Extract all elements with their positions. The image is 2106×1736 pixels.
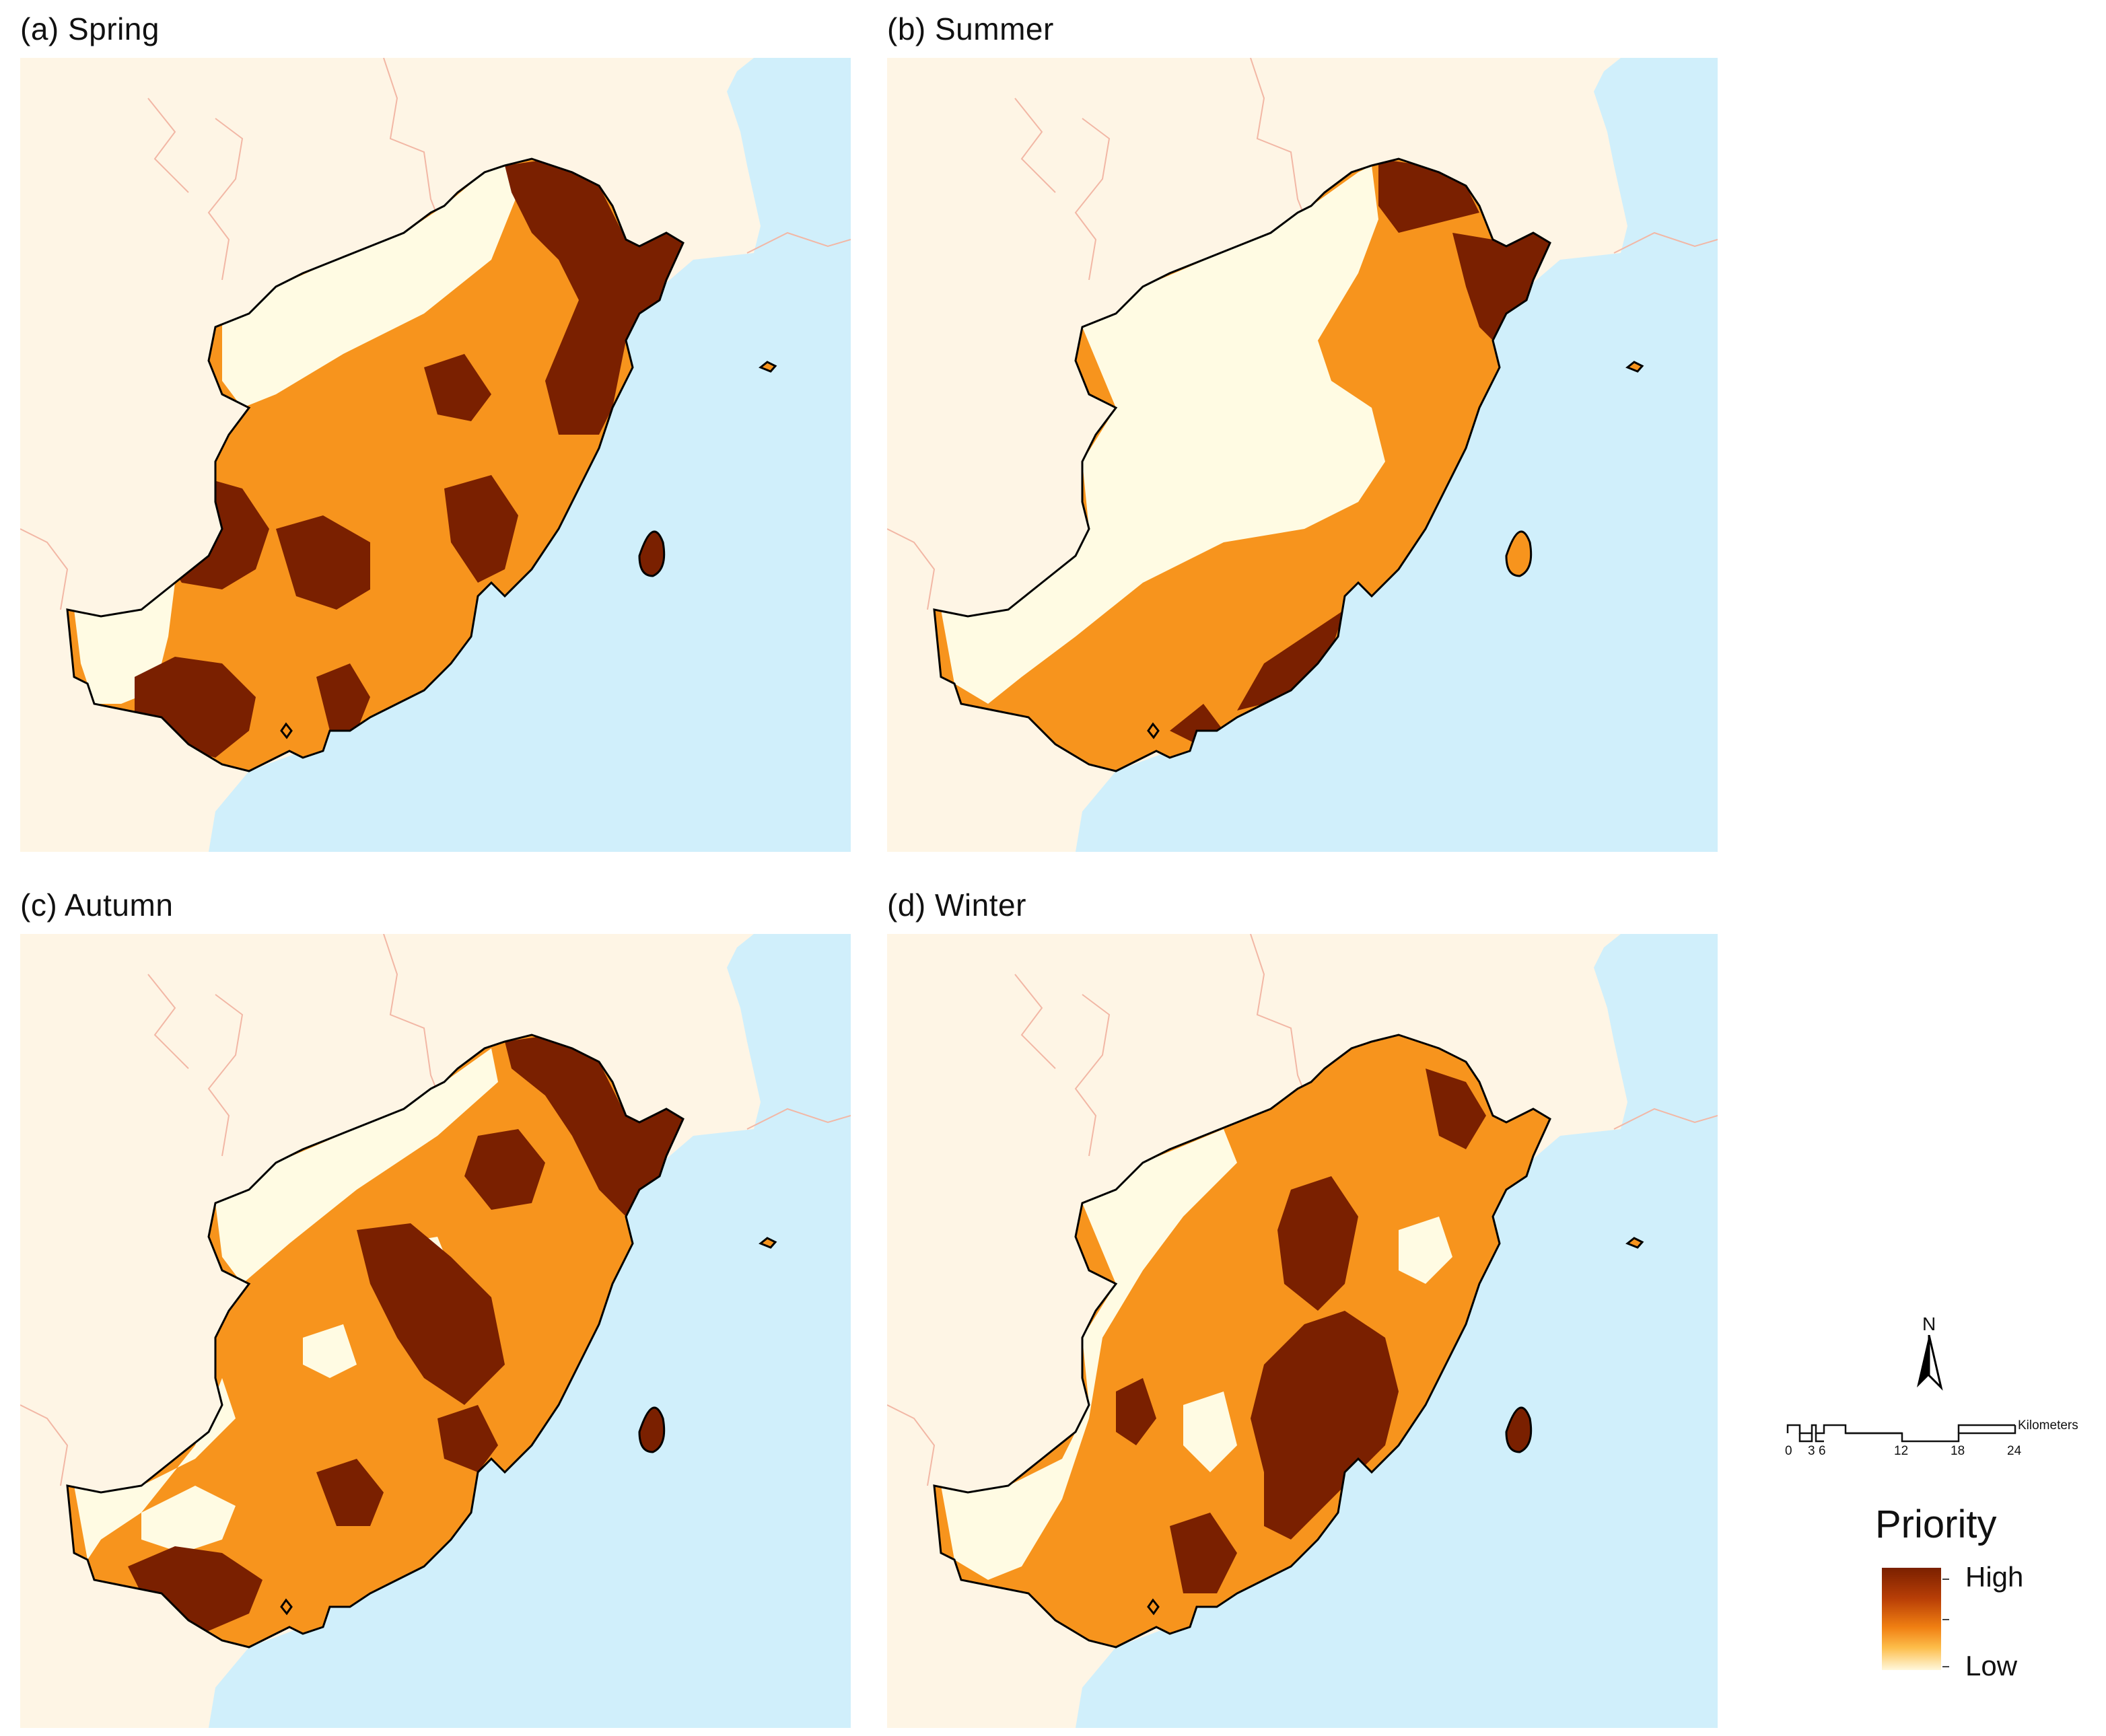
sea-area [209,934,851,1728]
low-priority-area [141,1486,236,1553]
legend-tick [1942,1666,1949,1667]
island [759,1237,777,1249]
map-svg [887,58,1718,852]
low-priority-area [74,1378,236,1560]
scale-bar-graphic [1786,1424,2016,1443]
scale-tick-label: 6 [1819,1444,1826,1458]
neighbor-boundary [887,1404,936,1486]
low-priority-area [215,1048,498,1284]
scale-tick-label: 0 [1785,1444,1792,1458]
medium-priority-area [67,159,683,771]
priority-layer [67,1035,683,1647]
high-priority-area [1277,1176,1358,1311]
legend-color-ramp [1882,1568,1941,1670]
north-arrow: N [1910,1313,1951,1401]
scale-tick-label: 24 [2007,1444,2022,1458]
north-arrow-label: N [1922,1313,1936,1334]
high-priority-area [505,1035,683,1217]
high-priority-area [424,354,491,421]
neighbor-boundary [1074,994,1111,1157]
high-priority-area [444,475,518,583]
high-priority-area [505,159,683,435]
panel-title-autumn: (c) Autumn [20,888,174,923]
high-priority-area [437,1405,498,1472]
high-priority-area [464,1129,545,1210]
priority-layer [934,159,1550,771]
high-priority-area [1116,1378,1156,1445]
scale-tick-label: 3 [1808,1444,1815,1458]
high-priority-area [1170,1513,1237,1593]
map-winter [887,934,1718,1728]
neighbor-boundary [887,528,936,610]
neighbor-boundary [147,974,189,1069]
island [638,530,666,577]
low-priority-area [941,166,1385,704]
study-area-boundary [66,157,685,772]
island [280,1598,293,1616]
high-priority-area [357,1223,505,1405]
scale-unit-label: Kilometers [2018,1418,2078,1433]
neighbor-boundary [147,98,189,193]
high-priority-area [1237,610,1345,711]
island [1625,1237,1644,1249]
high-priority-area [1426,1069,1486,1149]
sea-area [1076,58,1718,852]
sea-area [209,58,851,852]
map-svg [20,934,851,1728]
neighbor-boundary [207,118,244,281]
legend-high-label: High [1965,1561,2024,1593]
scale-tick-label: 18 [1951,1444,1965,1458]
neighbor-boundary [1613,231,1718,254]
map-autumn [20,934,851,1728]
neighbor-boundary [746,231,851,254]
legend-tick [1942,1619,1949,1620]
legend-tick [1942,1579,1949,1580]
sea-area [1076,934,1718,1728]
map-svg [887,934,1718,1728]
neighbor-boundary [1014,98,1056,193]
low-priority-area [222,166,518,408]
high-priority-area [276,515,370,610]
high-priority-area [316,1459,384,1526]
high-priority-area [1251,1311,1399,1540]
panel-title-spring: (a) Spring [20,11,160,46]
neighbor-boundary [1074,118,1111,281]
priority-layer [934,1035,1550,1647]
panel-title-summer: (b) Summer [887,11,1054,46]
scale-bar: 0 3 6 12 18 24 Kilometers [1784,1418,2078,1459]
neighbor-boundary [1613,1108,1718,1130]
neighbor-boundary [1014,974,1056,1069]
island [1147,1598,1160,1616]
low-priority-area [1399,1217,1452,1284]
legend-low-label: Low [1965,1650,2018,1681]
island [638,1406,666,1453]
legend-title: Priority [1875,1503,1997,1546]
high-priority-area [1378,159,1479,233]
island [280,722,293,739]
island [1147,722,1160,739]
neighbor-boundary [746,1108,851,1130]
map-summer [887,58,1718,852]
low-priority-area [1183,1391,1237,1472]
island [759,361,777,373]
high-priority-area [316,663,370,731]
neighbor-boundary [20,528,69,610]
study-area-boundary [933,1034,1551,1649]
study-area-boundary [933,157,1551,772]
neighbor-boundary [207,994,244,1157]
map-svg [20,58,851,852]
island [1505,530,1533,577]
low-priority-area [941,1129,1237,1580]
study-area-boundary [66,1034,685,1649]
neighbor-boundary [20,1404,69,1486]
scale-tick-label: 12 [1894,1444,1909,1458]
map-spring [20,58,851,852]
panel-title-winter: (d) Winter [887,888,1026,923]
medium-priority-area [934,1035,1550,1647]
island [1625,361,1644,373]
north-arrow-icon [1917,1335,1943,1391]
island [1505,1406,1533,1453]
low-priority-area [303,1324,357,1378]
high-priority-area [1452,233,1550,340]
